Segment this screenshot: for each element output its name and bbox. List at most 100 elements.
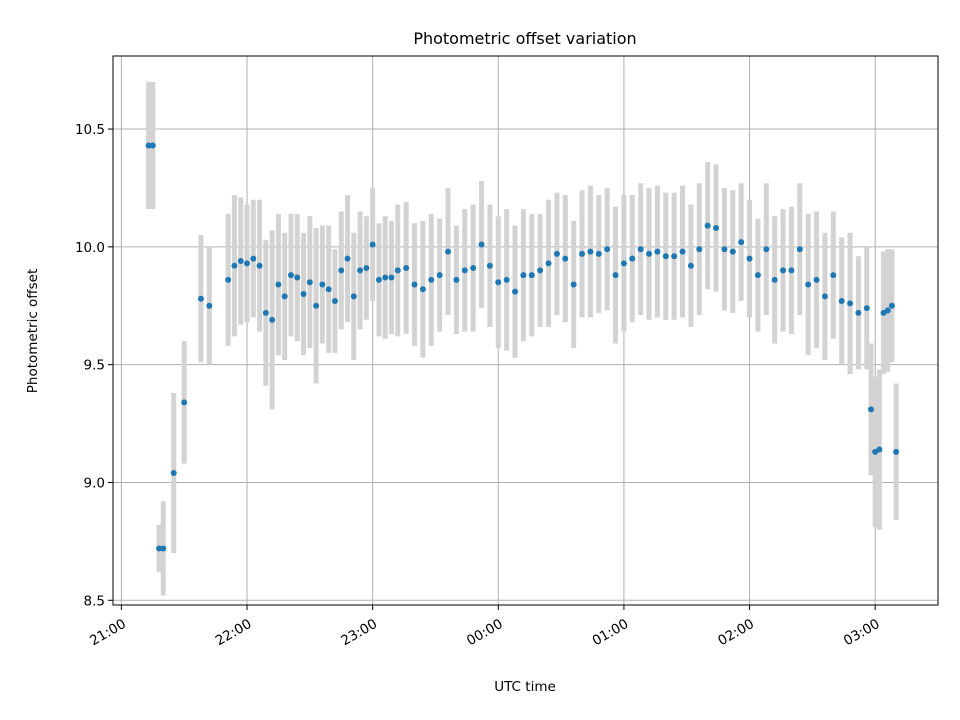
data-point xyxy=(553,250,560,257)
data-point xyxy=(375,276,382,283)
chart-title: Photometric offset variation xyxy=(413,29,636,48)
data-point xyxy=(237,257,244,264)
data-point xyxy=(570,281,577,288)
data-point xyxy=(470,265,477,272)
data-point xyxy=(160,545,167,552)
data-point xyxy=(884,307,891,314)
data-point xyxy=(813,276,820,283)
data-point xyxy=(876,446,883,453)
data-point xyxy=(287,272,294,279)
data-point xyxy=(855,309,862,316)
data-point xyxy=(780,267,787,274)
data-point xyxy=(325,286,332,293)
data-point xyxy=(671,253,678,260)
y-tick-label: 9.5 xyxy=(84,358,105,374)
data-point xyxy=(729,248,736,255)
data-point xyxy=(805,281,812,288)
data-point xyxy=(225,276,232,283)
data-point xyxy=(331,298,338,305)
data-point xyxy=(281,293,288,300)
data-point xyxy=(388,274,395,281)
data-point xyxy=(888,302,895,309)
data-point xyxy=(830,272,837,279)
data-point xyxy=(754,272,761,279)
data-point xyxy=(262,309,269,316)
data-point xyxy=(612,272,619,279)
data-point xyxy=(445,248,452,255)
data-point xyxy=(721,246,728,253)
data-point xyxy=(306,279,313,286)
data-point xyxy=(313,302,320,309)
data-point xyxy=(382,274,389,281)
data-point xyxy=(687,262,694,269)
data-point xyxy=(863,305,870,312)
data-point xyxy=(319,281,326,288)
data-point xyxy=(713,225,720,232)
data-point xyxy=(738,239,745,246)
y-tick-label: 8.5 xyxy=(84,593,105,609)
data-point xyxy=(149,142,156,149)
data-point xyxy=(275,281,282,288)
data-point xyxy=(637,246,644,253)
data-point xyxy=(562,255,569,262)
data-point xyxy=(704,222,711,229)
data-point xyxy=(181,399,188,406)
y-axis-label: Photometric offset xyxy=(25,269,41,393)
y-tick-label: 10.5 xyxy=(75,122,105,138)
data-point xyxy=(537,267,544,274)
data-point xyxy=(436,272,443,279)
data-point xyxy=(763,246,770,253)
data-point xyxy=(512,288,519,295)
data-point xyxy=(486,262,493,269)
data-point xyxy=(338,267,345,274)
data-point xyxy=(197,295,204,302)
data-point xyxy=(867,406,874,413)
data-point xyxy=(662,253,669,260)
data-point xyxy=(269,316,276,323)
data-point xyxy=(411,281,418,288)
data-point xyxy=(696,246,703,253)
data-point xyxy=(838,298,845,305)
data-point xyxy=(250,255,257,262)
data-point xyxy=(461,267,468,274)
x-axis-label: UTC time xyxy=(494,679,556,695)
y-axis: 8.5 9.0 9.5 10.0 10.5 xyxy=(75,122,113,609)
data-point xyxy=(595,250,602,257)
data-point xyxy=(679,248,686,255)
data-point xyxy=(629,255,636,262)
data-point xyxy=(369,241,376,248)
data-point xyxy=(604,246,611,253)
data-point xyxy=(654,248,661,255)
data-point xyxy=(788,267,795,274)
data-point xyxy=(746,255,753,262)
data-point xyxy=(300,290,307,297)
data-point xyxy=(170,470,177,477)
data-point xyxy=(231,262,238,269)
data-point xyxy=(503,276,510,283)
data-point xyxy=(771,276,778,283)
data-point xyxy=(294,274,301,281)
data-point xyxy=(256,262,263,269)
data-point xyxy=(528,272,535,279)
data-point xyxy=(520,272,527,279)
data-point xyxy=(419,286,426,293)
data-point xyxy=(350,293,357,300)
data-point xyxy=(821,293,828,300)
data-point xyxy=(453,276,460,283)
data-point xyxy=(394,267,401,274)
data-point xyxy=(587,248,594,255)
data-point xyxy=(620,260,627,267)
data-point xyxy=(344,255,351,262)
data-point xyxy=(796,246,803,253)
y-tick-label: 9.0 xyxy=(84,475,105,491)
data-point xyxy=(363,265,370,272)
data-point xyxy=(156,545,163,552)
data-point xyxy=(847,300,854,307)
data-point xyxy=(206,302,213,309)
data-point xyxy=(145,142,152,149)
data-point xyxy=(646,250,653,257)
data-point xyxy=(893,448,900,455)
data-point xyxy=(545,260,552,267)
